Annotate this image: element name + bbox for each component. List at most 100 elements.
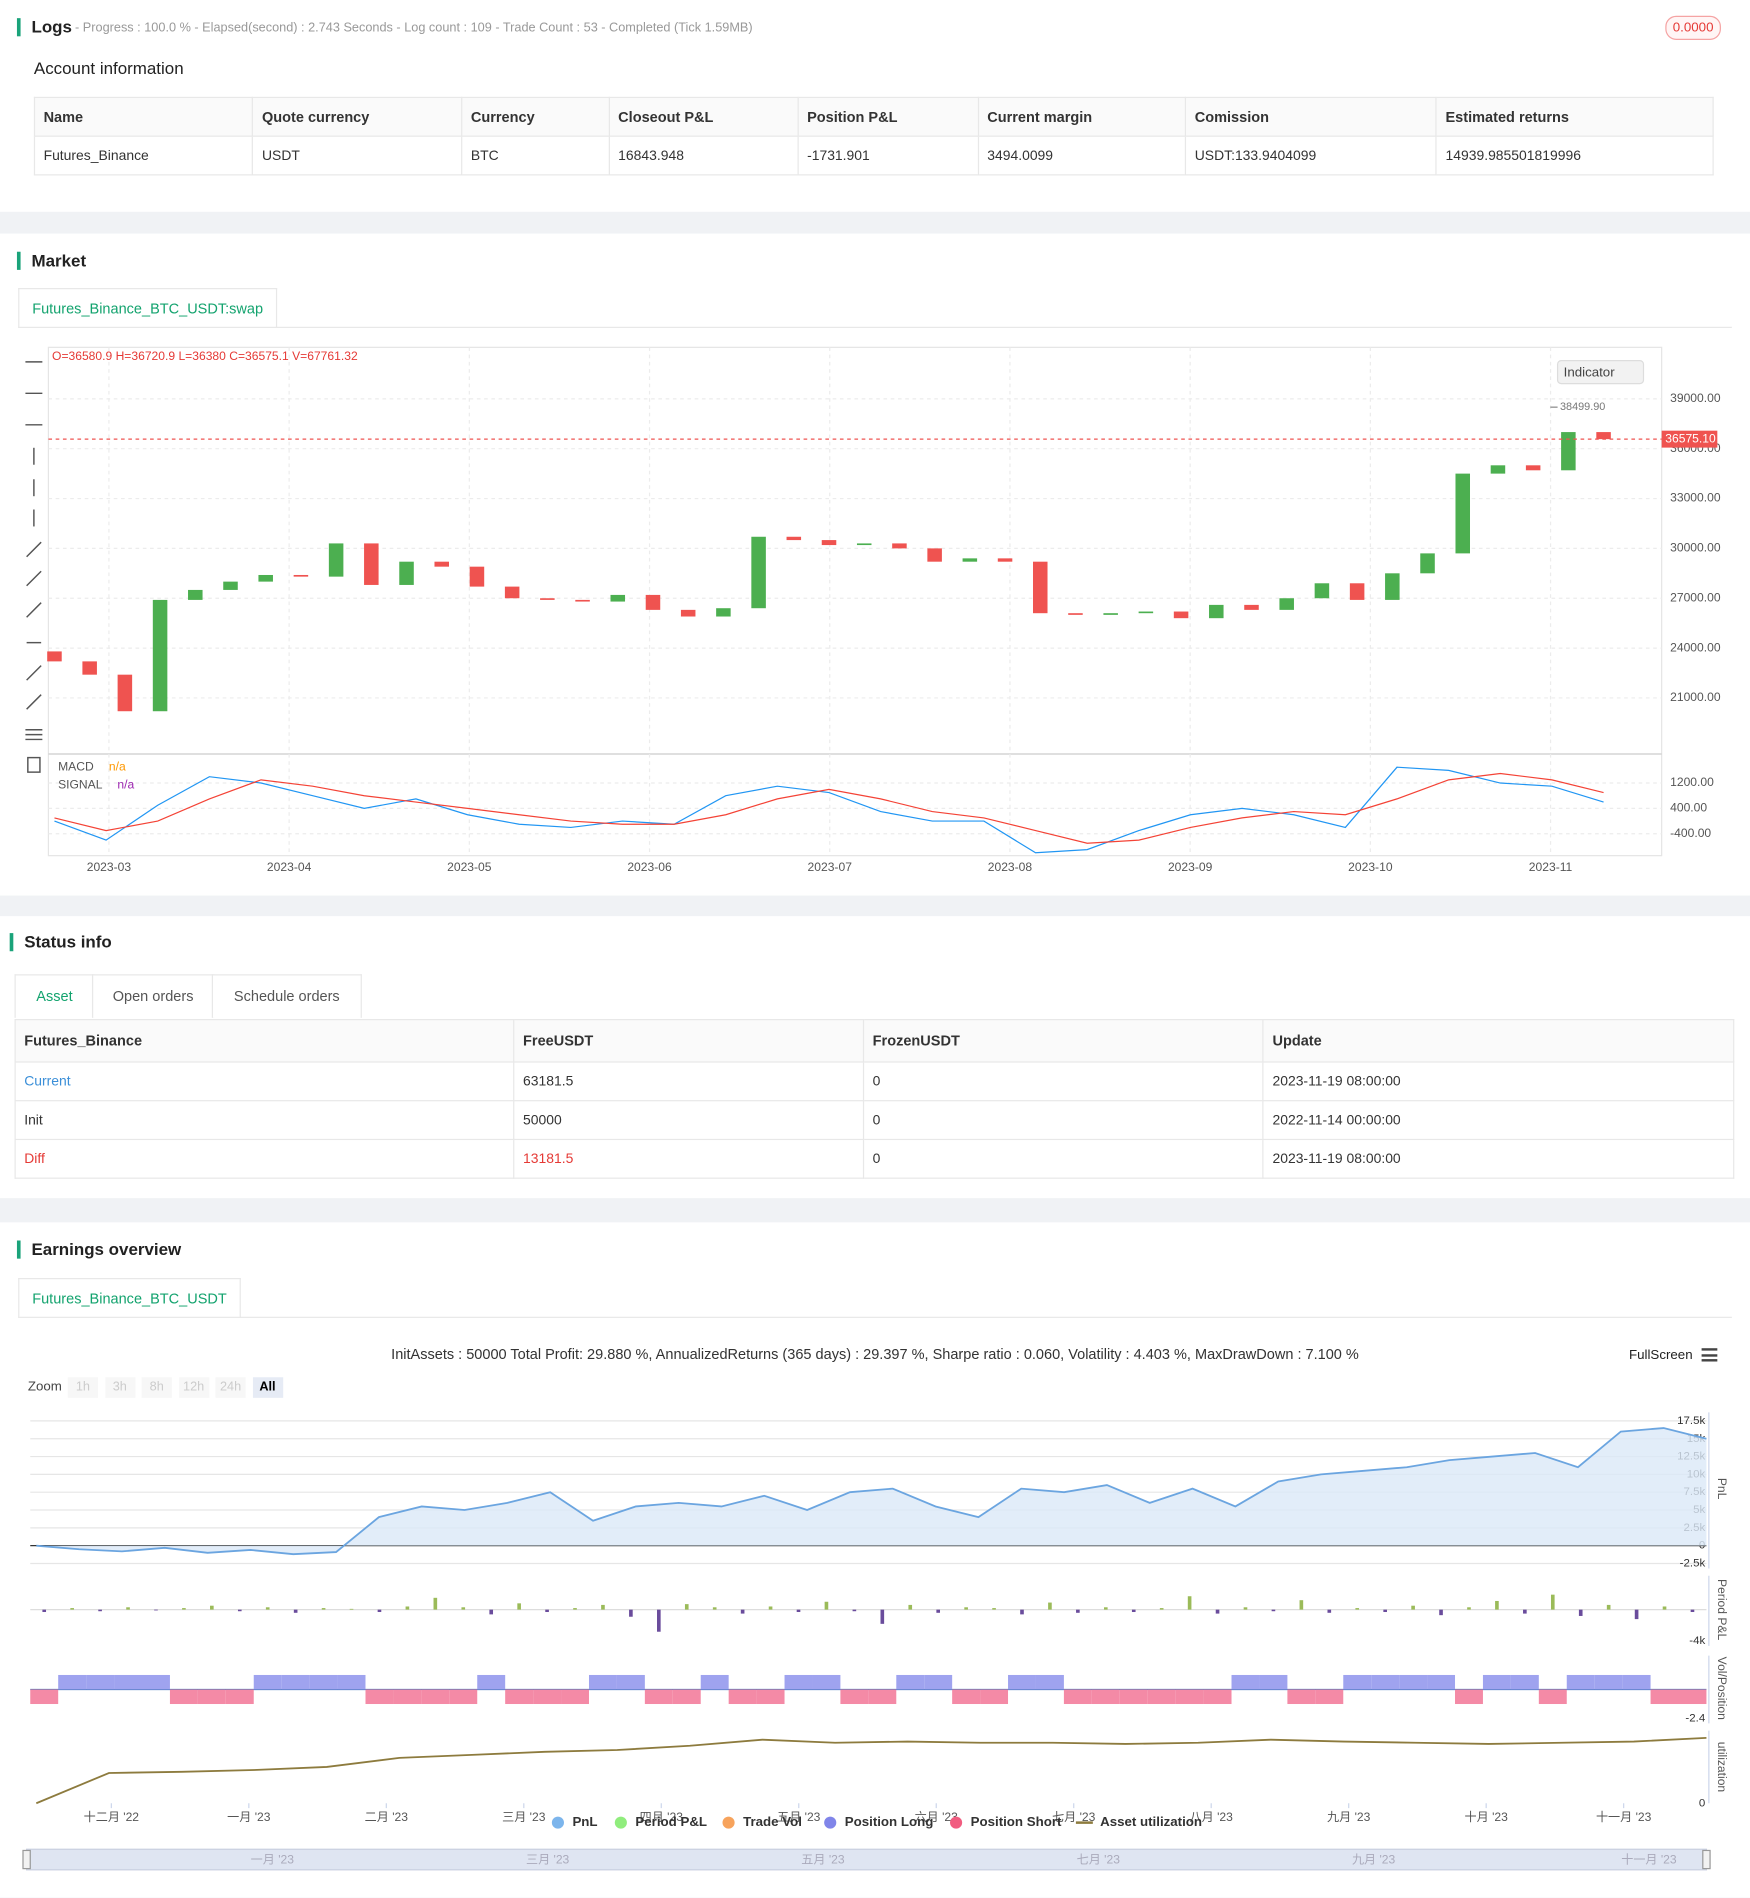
- candle: [1314, 583, 1330, 599]
- candle: [434, 561, 449, 567]
- tab-border: [18, 326, 1732, 328]
- legend-symbol[interactable]: [551, 1816, 564, 1829]
- y-tick-label: 400.00: [1670, 801, 1707, 815]
- navigator-label: 三月 '23: [526, 1852, 570, 1866]
- legend-symbol[interactable]: [722, 1816, 735, 1829]
- candle: [821, 540, 837, 546]
- candle: [1032, 561, 1048, 614]
- bar: [1550, 1594, 1555, 1610]
- macd-line: [54, 766, 1604, 854]
- candle: [1490, 465, 1506, 474]
- bar: [740, 1609, 745, 1614]
- bar: [1467, 1607, 1471, 1610]
- candle: [1209, 604, 1224, 619]
- bar: [321, 1608, 326, 1610]
- bar: [1299, 1600, 1304, 1610]
- bar: [992, 1608, 996, 1610]
- navigator-handle[interactable]: [22, 1849, 31, 1870]
- candle: [504, 586, 520, 599]
- bar: [1048, 1602, 1052, 1610]
- earnings-chart: -2.5k02.5k5k7.5k10k12.5k15k17.5kPnL-4kPe…: [22, 1412, 1729, 1871]
- bar: [796, 1609, 801, 1613]
- legend-label[interactable]: Period P&L: [635, 1814, 707, 1829]
- zoom-button[interactable]: 3h: [104, 1377, 135, 1398]
- legend-symbol[interactable]: [614, 1816, 627, 1829]
- ohlc-label: O=36580.9 H=36720.9 L=36380 C=36575.1 V=…: [52, 349, 358, 363]
- legend-label[interactable]: Position Long: [845, 1814, 934, 1829]
- cell: 3494.0099: [977, 135, 1187, 176]
- cell: -1731.901: [797, 135, 979, 176]
- bar: [377, 1609, 382, 1613]
- bar: [197, 1689, 226, 1705]
- cell: 16843.948: [608, 135, 799, 176]
- cell: 2022-11-14 00:00:00: [1262, 1100, 1735, 1141]
- bar: [1231, 1674, 1260, 1690]
- bar: [293, 1609, 298, 1613]
- bar: [980, 1689, 1009, 1705]
- bar: [1634, 1609, 1639, 1620]
- bar: [169, 1689, 198, 1705]
- bar: [42, 1609, 47, 1613]
- legend-label[interactable]: Trade Vol: [743, 1814, 802, 1829]
- bar: [1439, 1609, 1443, 1616]
- x-tick-label: 一月 '23: [227, 1810, 271, 1824]
- y-axis-title: Vol/Position: [1715, 1657, 1729, 1720]
- high-label: 38499.90: [1560, 401, 1605, 413]
- bar: [1103, 1607, 1108, 1610]
- zoom-button[interactable]: 1h: [67, 1377, 99, 1398]
- zoom-button[interactable]: 24h: [215, 1377, 246, 1398]
- navigator-handle[interactable]: [1702, 1849, 1711, 1870]
- bar: [684, 1604, 689, 1610]
- header-cell: Position P&L: [797, 96, 979, 137]
- bar: [154, 1609, 158, 1611]
- legend-label[interactable]: PnL: [572, 1814, 597, 1829]
- bar: [309, 1674, 338, 1690]
- x-tick-label: 十二月 '22: [84, 1810, 140, 1824]
- zoom-button[interactable]: 8h: [141, 1377, 172, 1398]
- bar: [393, 1689, 422, 1705]
- y-tick-label: 33000.00: [1670, 491, 1721, 505]
- tab-0[interactable]: Asset: [14, 974, 95, 1018]
- indicator-button[interactable]: [1556, 360, 1645, 385]
- y-tick-label: -2.4: [1685, 1713, 1705, 1725]
- indicator-label[interactable]: Indicator: [1564, 364, 1616, 379]
- legend-name: MACD: [58, 759, 94, 773]
- bar: [1383, 1609, 1387, 1613]
- x-tick-label: 三月 '23: [502, 1810, 546, 1824]
- menu-icon[interactable]: [1701, 1348, 1718, 1362]
- candle: [47, 651, 62, 662]
- bar: [1020, 1609, 1024, 1615]
- zoom-button[interactable]: All: [252, 1377, 283, 1398]
- cell: 2023-11-19 08:00:00: [1262, 1138, 1735, 1179]
- candle: [223, 581, 238, 590]
- y-axis-title: Period P&L: [1715, 1579, 1729, 1640]
- zoom-button[interactable]: 12h: [178, 1377, 209, 1398]
- header-row: Futures_Binance FreeUSDT FrozenUSDT Update: [14, 1019, 1735, 1063]
- bar: [964, 1607, 968, 1610]
- bar: [98, 1609, 102, 1612]
- header-cell: Update: [1262, 1019, 1735, 1063]
- tab-2[interactable]: Schedule orders: [211, 974, 362, 1018]
- legend-label[interactable]: Asset utilization: [1100, 1814, 1202, 1829]
- candle: [751, 536, 766, 609]
- market-tab[interactable]: Futures_Binance_BTC_USDT:swap: [18, 288, 278, 328]
- bar: [533, 1689, 562, 1705]
- bar: [142, 1674, 170, 1690]
- legend-symbol[interactable]: [824, 1816, 837, 1829]
- header-cell: Futures_Binance: [14, 1019, 515, 1063]
- candle: [856, 543, 872, 546]
- legend-label[interactable]: Position Short: [971, 1814, 1062, 1829]
- bar: [561, 1689, 589, 1705]
- earnings-tab[interactable]: Futures_Binance_BTC_USDT: [18, 1278, 241, 1318]
- cell: 63181.5: [513, 1061, 865, 1102]
- candle: [1561, 432, 1576, 471]
- bar: [1399, 1674, 1428, 1690]
- bar: [852, 1609, 857, 1612]
- fullscreen[interactable]: FullScreen: [1628, 1348, 1693, 1363]
- legend-symbol[interactable]: [950, 1816, 963, 1829]
- bar: [210, 1605, 214, 1610]
- earnings-summary: InitAssets : 50000 Total Profit: 29.880 …: [391, 1345, 1359, 1363]
- tab-1[interactable]: Open orders: [91, 974, 215, 1018]
- bar: [1131, 1609, 1136, 1613]
- y-tick-label: 39000.00: [1670, 391, 1721, 405]
